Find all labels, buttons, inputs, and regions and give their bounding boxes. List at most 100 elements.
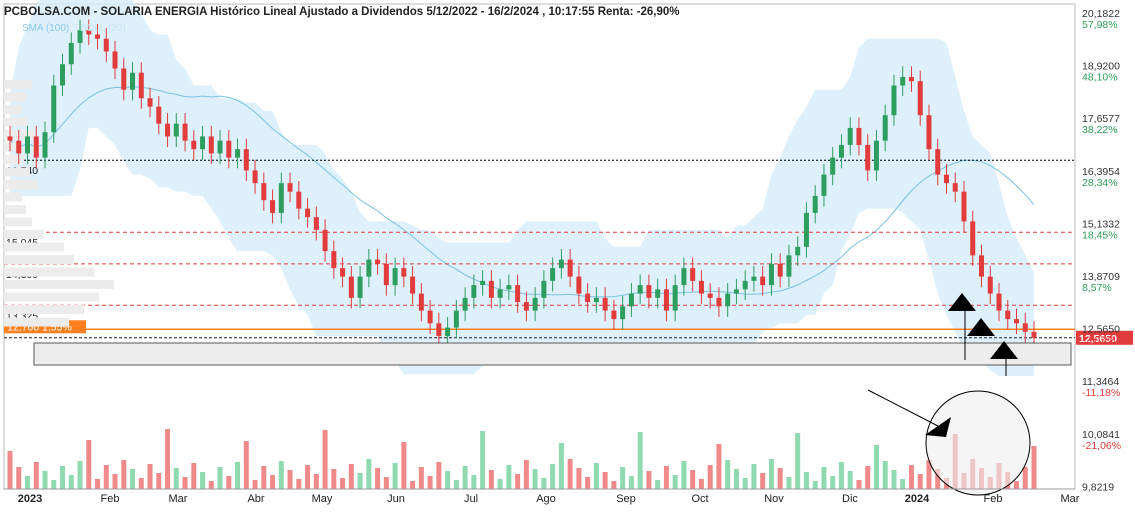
candle-body [278,183,284,213]
candle-body [1005,310,1011,320]
volume-profile-bar [4,267,94,277]
current-price-label: 12,5650 [1079,333,1117,345]
x-axis-tick-label: Sep [616,493,636,505]
right-axis-price-label: 9,8219 [1082,481,1114,493]
volume-bar [786,477,792,489]
candle-body [427,310,433,324]
candle-body [147,98,153,107]
candle-body [200,136,206,150]
volume-bar [917,474,923,489]
support-zone [33,342,1072,366]
volume-bar [803,472,809,489]
volume-bar [812,481,818,489]
volume-bar [716,444,722,489]
volume-bar [147,464,153,489]
candle-body [978,255,984,277]
volume-bar [777,468,783,489]
volume-bar [366,459,372,489]
x-axis-tick-label: May [312,493,333,505]
volume-bar [655,480,661,489]
candle-body [602,297,608,311]
candle-body [707,293,713,298]
volume-bar [42,471,48,489]
x-axis-tick-label: Nov [764,493,784,505]
candle-body [935,149,941,175]
candle-body [733,289,739,294]
right-axis-pct-label: 48,10% [1082,72,1118,84]
candle-body [208,136,214,154]
volume-bar [261,466,267,489]
x-axis-tick-label: Jul [464,493,478,505]
candle-body [445,327,451,337]
candle-body [926,115,932,150]
candle-body [16,140,22,154]
volume-bar [375,468,381,489]
volume-profile-bar [4,192,22,202]
candle-body [690,268,696,281]
candle-body [917,81,923,116]
candle-body [480,280,486,286]
volume-bar [200,472,206,489]
candle-body [523,302,529,311]
volume-bar [585,477,591,489]
candle-body [217,140,223,154]
volume-profile-bar [4,205,26,214]
volume-bar [558,443,564,489]
candle-body [33,136,39,158]
volume-bar [7,451,13,489]
volume-bar [576,468,582,489]
volume-bar [331,469,337,489]
right-axis-pct-label: 38,22% [1082,124,1118,136]
volume-profile-bar [4,317,69,327]
volume-bar [908,465,914,489]
boll-legend-label: BOLL (20) [80,23,126,34]
candle-body [322,229,328,252]
candle-body [777,263,783,277]
volume-bar [138,478,144,489]
right-axis-pct-label: -2,07% [1082,335,1115,347]
candle-body [103,38,109,52]
right-axis-price-label: 13,8709 [1082,271,1120,283]
zoom-circle [925,390,1031,496]
candle-body [873,140,879,171]
volume-bar [173,468,179,489]
volume-bar [235,462,241,489]
volume-bar [830,476,836,489]
pointer-line [867,389,939,427]
volume-bar [698,479,704,489]
volume-bar [95,479,101,489]
x-axis-tick-label: Abr [247,493,264,505]
candle-body [1013,319,1019,324]
candle-body [313,217,319,230]
candle-body [751,276,757,281]
candle-body [838,144,844,158]
volume-profile-bar [4,105,22,114]
x-axis-tick-label: Jun [387,493,405,505]
right-axis-price-label: 12,5650 [1082,324,1120,336]
volume-bar [427,476,433,489]
volume-bar [296,479,302,489]
x-axis-tick-label: Feb [101,493,120,505]
candle-body [900,76,906,86]
candle-body [366,259,372,277]
volume-profile-bar [4,305,84,314]
volume-bar [208,481,214,489]
current-price-box [1076,330,1133,345]
candle-body [42,132,48,158]
candle-body [961,191,967,222]
arrow-marker [948,293,976,311]
volume-bar [313,474,319,489]
candle-body [593,297,599,303]
volume-bar [637,432,643,489]
volume-bar [1022,467,1028,489]
volume-profile-bar [4,255,74,264]
volume-bar [182,477,188,489]
volume-bar [541,478,547,489]
volume-profile-bar [4,230,44,239]
candle-body [331,251,337,269]
candle-body [628,293,634,307]
volume-bar [156,473,162,489]
volume-bar [768,459,774,489]
volume-bar [270,475,276,489]
